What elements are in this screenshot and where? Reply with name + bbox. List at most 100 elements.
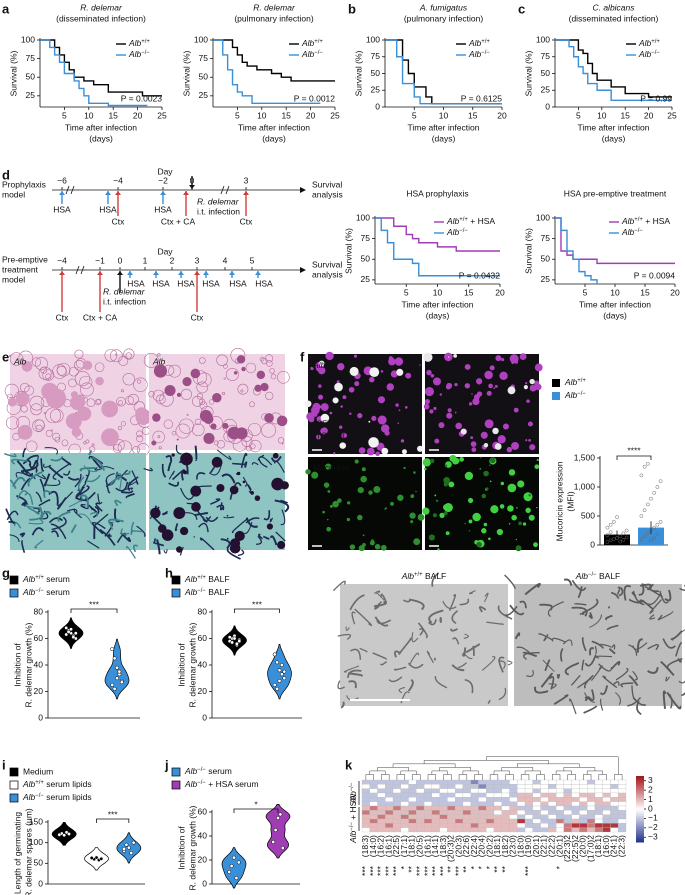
- texture: [30, 403, 43, 416]
- stain-label: TO-PRO-3: [316, 430, 357, 440]
- texture: [488, 383, 493, 389]
- texture: [209, 399, 215, 405]
- texture: [528, 494, 531, 497]
- heatmap-cell: [400, 823, 409, 828]
- data-point: [271, 840, 276, 844]
- significance: ***: [391, 865, 401, 876]
- texture: [229, 485, 239, 495]
- texture: [600, 643, 612, 648]
- panel-label: c: [518, 1, 525, 16]
- heatmap-cell: [400, 818, 409, 824]
- heatmap-cell: [594, 805, 603, 811]
- heatmap-cell: [377, 814, 386, 820]
- legend-key: [552, 392, 560, 400]
- heatmap-cell: [501, 823, 510, 828]
- texture: [135, 407, 149, 421]
- texture: [117, 426, 122, 431]
- y-axis-label: Inhibition of: [176, 826, 186, 870]
- texture: [258, 458, 268, 468]
- texture: [423, 467, 427, 471]
- heatmap-cell: [377, 823, 386, 828]
- texture: [24, 492, 34, 505]
- text-part: Alb: [446, 216, 460, 226]
- texture: [176, 546, 183, 553]
- texture: [270, 373, 277, 380]
- text-part: Alb: [348, 791, 358, 805]
- text-part: Alb: [184, 766, 198, 776]
- colorbar-segment: [636, 815, 644, 818]
- heatmap-cell: [509, 784, 518, 789]
- heatmap-cell: [369, 827, 378, 833]
- texture: [71, 427, 82, 437]
- texture: [120, 421, 126, 427]
- texture: [329, 504, 333, 508]
- texture: [185, 512, 198, 520]
- texture: [25, 440, 38, 453]
- texture: [445, 531, 450, 536]
- significance-bracket: [70, 608, 118, 613]
- heatmap-cell: [618, 788, 627, 794]
- texture: [240, 452, 248, 468]
- texture: [148, 390, 155, 398]
- texture: [248, 422, 262, 436]
- texture: [57, 510, 71, 523]
- heatmap-cell: [563, 827, 572, 833]
- heatmap-cell: [587, 779, 596, 785]
- heatmap-cell: [361, 814, 370, 820]
- texture: [176, 392, 182, 397]
- data-point: [655, 522, 660, 527]
- text-part: Alb: [301, 38, 315, 48]
- texture: [354, 608, 373, 627]
- texture: [360, 475, 367, 483]
- heatmap-cell: [610, 797, 619, 802]
- texture: [429, 409, 434, 414]
- colorbar-segment: [636, 817, 644, 820]
- texture: [470, 436, 474, 440]
- colorbar-segment: [636, 807, 644, 810]
- texture: [229, 482, 242, 500]
- texture: [647, 667, 659, 674]
- heatmap-cell: [455, 784, 464, 789]
- heatmap-cell: [493, 784, 502, 789]
- data-point: [110, 682, 115, 687]
- texture: [563, 578, 573, 586]
- texture: [269, 368, 275, 374]
- texture: [326, 526, 332, 532]
- y-tick-label: 40: [34, 659, 44, 669]
- texture: [504, 574, 517, 590]
- texture: [133, 377, 148, 392]
- heatmap-cell: [618, 784, 627, 789]
- heatmap-cell: [618, 818, 627, 824]
- texture: [269, 535, 278, 546]
- data-point: [645, 531, 650, 536]
- texture: [449, 454, 457, 462]
- texture: [318, 405, 322, 409]
- x-axis-label: Time after infection: [579, 299, 651, 309]
- texture: [342, 395, 347, 400]
- texture: [536, 506, 538, 509]
- heatmap-cell: [392, 805, 401, 811]
- texture: [468, 402, 473, 406]
- text-part: Alb: [575, 571, 589, 581]
- y-tick-label: 100: [366, 34, 380, 44]
- texture: [136, 525, 146, 538]
- texture: [341, 432, 347, 439]
- texture: [196, 381, 209, 394]
- texture: [254, 384, 262, 392]
- texture: [264, 413, 274, 423]
- texture: [486, 422, 491, 427]
- texture: [117, 400, 123, 406]
- data-point: [605, 540, 610, 544]
- texture: [164, 384, 176, 397]
- texture: [199, 357, 206, 364]
- arrow-head: [178, 271, 184, 275]
- infection-label: R. delemar: [197, 196, 240, 206]
- texture: [89, 511, 98, 517]
- heatmap-cell: [400, 801, 409, 807]
- texture: [152, 413, 161, 422]
- texture: [157, 435, 161, 439]
- data-point: [236, 860, 241, 865]
- image-label: Alb: [13, 356, 27, 366]
- text-part: BALF: [597, 571, 621, 581]
